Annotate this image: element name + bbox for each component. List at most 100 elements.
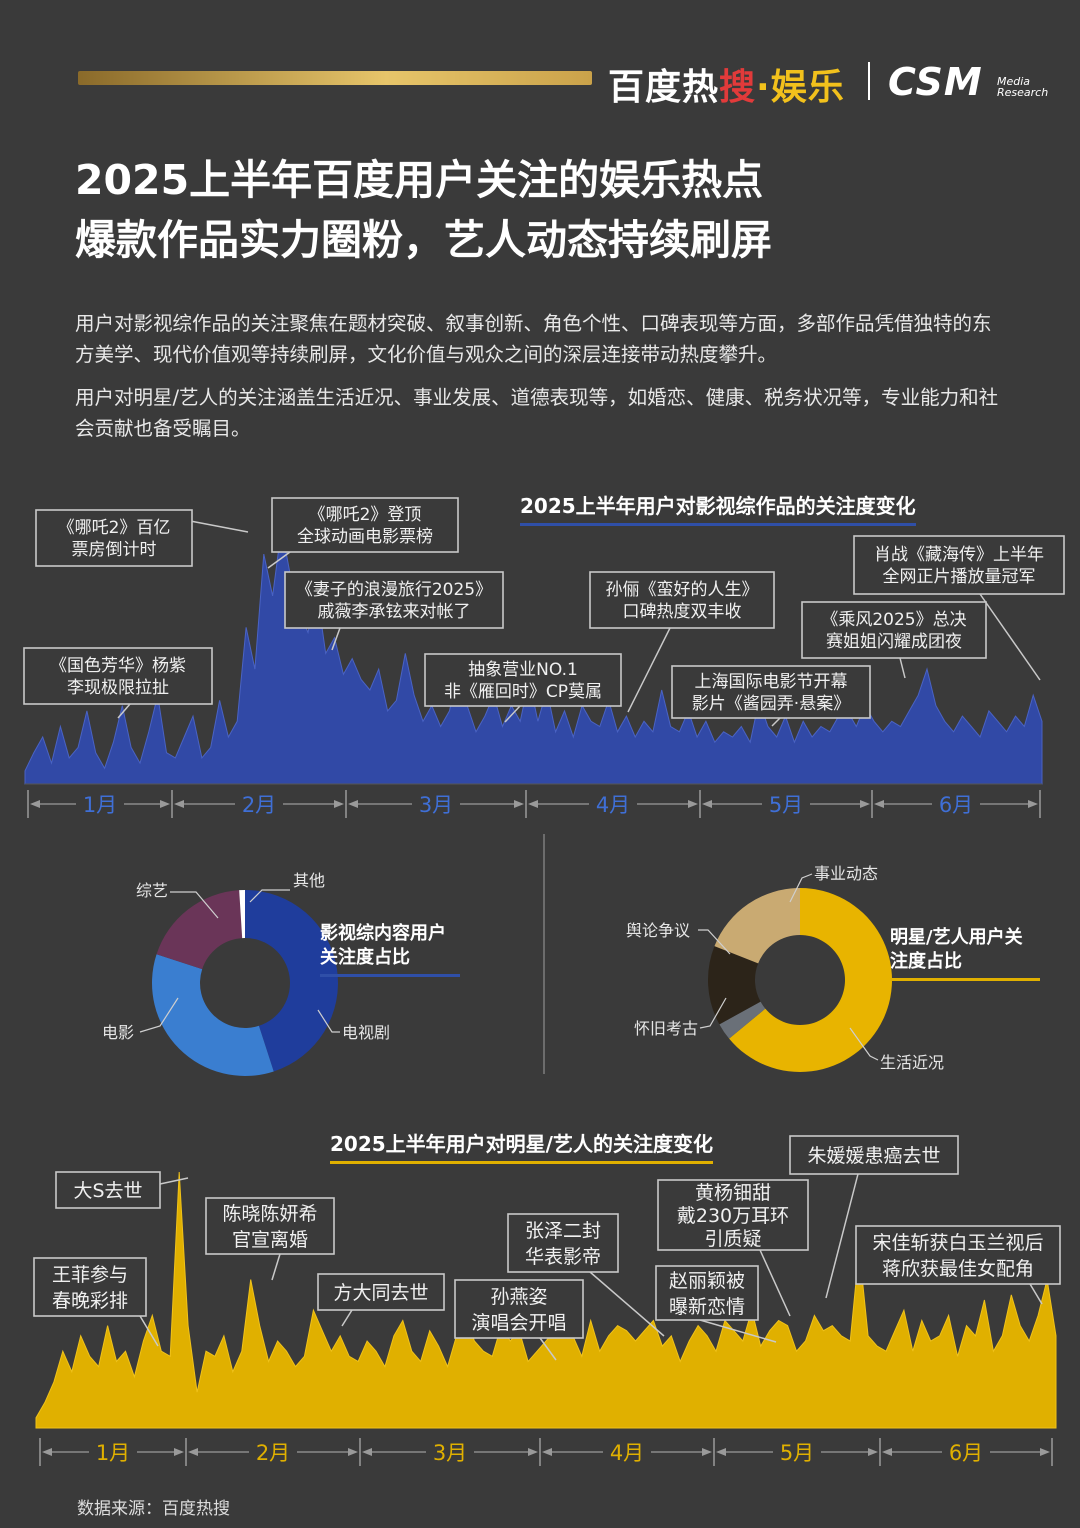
callout-box (657, 1179, 809, 1251)
brand-part2: 搜 (719, 67, 757, 108)
arrowhead (30, 800, 40, 808)
callout-leader (899, 657, 906, 679)
callout-text: 口碑热度双丰收 (623, 602, 742, 622)
arrowhead (174, 1448, 184, 1456)
callout-leader (771, 717, 781, 727)
callout-box (205, 1197, 335, 1255)
month-label: 4月 (610, 1441, 644, 1465)
month-label: 6月 (939, 793, 973, 817)
callout-text: 方大同去世 (333, 1282, 428, 1304)
callout-box (454, 1279, 584, 1339)
callout-box (271, 497, 459, 553)
csm-sub-line1: Media (997, 75, 1031, 88)
donut1-labels: 电视剧 电影 综艺 其他 (102, 871, 390, 1042)
brand-logo: 百度热搜·娱乐 (608, 58, 845, 110)
callout-text: 肖战《藏海传》上半年 (874, 545, 1044, 565)
intro-paragraph-1: 用户对影视综作品的关注聚焦在题材突破、叙事创新、角色个性、口碑表现等方面，多部作… (75, 312, 992, 366)
arrowhead (362, 1448, 372, 1456)
callout-text: 影片《酱园弄·悬案》 (692, 694, 850, 714)
chart1-callouts: 《哪吒2》百亿票房倒计时《哪吒2》登顶全球动画电影票榜《妻子的浪漫旅行2025》… (23, 497, 1065, 727)
callout-box (589, 571, 775, 629)
arrowhead (160, 800, 170, 808)
callout-text: 张泽二封 (525, 1220, 601, 1242)
arrowhead (334, 800, 344, 808)
callout-text: 《妻子的浪漫旅行2025》 (296, 580, 492, 600)
callout: 《妻子的浪漫旅行2025》戚薇李承铉来对帐了 (284, 571, 504, 651)
callout-text: 黄杨钿甜 (695, 1182, 771, 1204)
callout-leader (271, 1253, 281, 1281)
callout: 朱媛媛患癌去世 (789, 1135, 959, 1299)
title-line1: 2025上半年百度用户关注的娱乐热点 (75, 156, 764, 204)
chart1-svg: 1月 2月 3月 4月 5月 6月 《哪吒2》百亿票房倒计时《哪吒2》登顶全球动画电影票榜… (23, 497, 1065, 818)
arrowhead (174, 800, 184, 808)
callout: 抽象营业NO.1非《雁回时》CP莫属 (424, 653, 622, 723)
callout-leader (539, 1337, 557, 1361)
donut2-slices (708, 888, 892, 1072)
arrowhead (874, 800, 884, 808)
donut-slice (708, 946, 761, 1025)
intro-paragraph-2: 用户对明星/艺人的关注涵盖生活近况、事业发展、道德表现等，如婚恋、健康、税务状况… (75, 386, 999, 440)
callout-box (789, 1135, 959, 1175)
callout-text: 曝新恋情 (669, 1296, 745, 1318)
callout-text: 蒋欣获最佳女配角 (882, 1258, 1034, 1280)
arrowhead (868, 1448, 878, 1456)
callout-box (424, 653, 622, 707)
header-gold-bar (78, 71, 592, 85)
callout-text: 《哪吒2》登顶 (309, 505, 422, 525)
callout-box (33, 1257, 147, 1317)
callout: 方大同去世 (317, 1273, 445, 1327)
donut-slice (239, 890, 245, 939)
csm-subtitle: Media Research (997, 76, 1048, 98)
donut-slice (156, 890, 243, 970)
callout-box (853, 535, 1065, 595)
donut2-labels: 生活近况 怀旧考古 舆论争议 事业动态 (626, 864, 944, 1072)
csm-sub-line2: Research (997, 86, 1049, 99)
arrowhead (42, 1448, 52, 1456)
callout-leader (1029, 1283, 1043, 1305)
callout-text: 王菲参与 (52, 1264, 128, 1286)
donut-label: 生活近况 (880, 1053, 944, 1072)
donut-label: 舆论争议 (626, 921, 690, 940)
callout-text: 宋佳斩获白玉兰视后 (872, 1232, 1043, 1254)
donut2-title: 明星/艺人用户关注度占比 (890, 926, 1040, 981)
callout-leader (117, 703, 131, 719)
arrowhead (348, 1448, 358, 1456)
callout-box (507, 1213, 619, 1273)
page-title: 2025上半年百度用户关注的娱乐热点 爆款作品实力圈粉，艺人动态持续刷屏 (75, 150, 772, 270)
chart1-month-axis: 1月 2月 3月 4月 5月 6月 (27, 790, 1041, 818)
donut-label: 电视剧 (342, 1023, 390, 1042)
callout-leader (825, 1173, 859, 1299)
donut-slice (719, 1001, 766, 1039)
callout-text: 抽象营业NO.1 (468, 660, 578, 680)
callout-text: 孙俪《蛮好的人生》 (606, 580, 759, 600)
month-label: 3月 (419, 793, 453, 817)
callout-text: 《乘风2025》总决 (821, 610, 966, 630)
callout-box (855, 1225, 1061, 1285)
arrowhead (528, 800, 538, 808)
callout-text: 戚薇李承铉来对帐了 (318, 602, 471, 622)
donut-slice (714, 888, 800, 964)
donut-divider (543, 834, 545, 1074)
chart2-title: 2025上半年用户对明星/艺人的关注度变化 (330, 1128, 713, 1164)
callout-text: 陈晓陈妍希 (222, 1203, 317, 1225)
month-label: 2月 (256, 1441, 290, 1465)
chart1-title: 2025上半年用户对影视综作品的关注度变化 (520, 490, 916, 526)
arrowhead (1040, 1448, 1050, 1456)
callout: 孙俪《蛮好的人生》口碑热度双丰收 (589, 571, 775, 713)
arrowhead (882, 1448, 892, 1456)
callout-text: 全球动画电影票榜 (297, 527, 433, 547)
callout-leader (504, 705, 521, 723)
callout-leader (341, 1309, 353, 1327)
callout-leader (979, 593, 1041, 681)
donut-slice (151, 954, 274, 1076)
month-label: 5月 (769, 793, 803, 817)
arrowhead (348, 800, 358, 808)
callout-text: 赵丽颖被 (669, 1270, 745, 1292)
callout-text: 华表影帝 (525, 1246, 601, 1268)
